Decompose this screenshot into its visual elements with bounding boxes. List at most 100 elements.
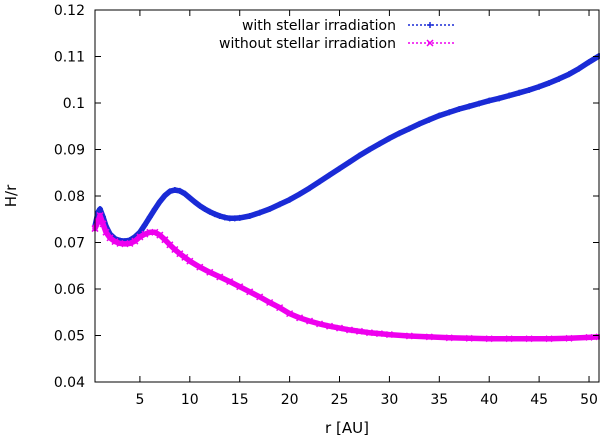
data-point <box>126 239 134 247</box>
x-axis: 5 10 15 20 25 30 35 40 45 50 <box>135 10 598 408</box>
data-point <box>201 206 208 213</box>
data-point <box>365 329 373 337</box>
data-point <box>356 152 363 159</box>
y-axis: 0.04 0.05 0.06 0.07 0.08 0.09 0.1 0.11 0.12 <box>54 3 599 391</box>
data-point <box>99 220 107 228</box>
data-point <box>545 335 553 343</box>
data-point <box>206 208 213 215</box>
data-point <box>246 288 254 296</box>
data-point <box>465 334 473 342</box>
y-tick-label: 0.08 <box>54 189 85 205</box>
data-point <box>346 159 353 166</box>
data-point <box>181 190 188 197</box>
data-point <box>466 103 473 110</box>
data-point <box>306 185 313 192</box>
data-point <box>525 335 533 343</box>
data-point <box>96 206 103 213</box>
data-point <box>336 165 343 172</box>
x-tick-label: 15 <box>231 392 249 408</box>
data-point <box>266 298 274 307</box>
data-point <box>536 83 543 90</box>
data-point <box>405 332 413 340</box>
data-point <box>586 59 593 66</box>
y-tick-label: 0.1 <box>63 96 85 112</box>
x-tick-label: 50 <box>580 392 598 408</box>
x-tick-label: 10 <box>181 392 199 408</box>
data-point <box>276 304 284 312</box>
y-tick-label: 0.04 <box>54 375 85 391</box>
data-point <box>141 230 149 238</box>
plot-frame <box>94 9 600 383</box>
data-point <box>326 322 334 330</box>
legend: with stellar irradiation without stellar… <box>219 18 456 52</box>
data-point <box>376 140 383 147</box>
data-point <box>506 92 513 99</box>
data-point <box>576 65 583 72</box>
legend-marker-plus <box>427 22 433 28</box>
x-tick-label: 30 <box>381 392 399 408</box>
data-point <box>516 89 523 96</box>
data-point <box>286 196 293 203</box>
data-point <box>316 320 324 328</box>
data-point <box>326 172 333 179</box>
x-tick-label: 20 <box>281 392 299 408</box>
data-point <box>386 135 393 142</box>
data-point <box>151 228 159 236</box>
y-tick-label: 0.05 <box>54 329 85 345</box>
data-point <box>161 236 169 244</box>
data-point <box>216 273 224 281</box>
data-point <box>166 188 173 195</box>
data-point <box>191 199 198 206</box>
data-point <box>221 214 228 221</box>
data-point <box>176 250 184 258</box>
data-point <box>445 334 453 342</box>
data-point <box>556 75 563 82</box>
data-point <box>94 218 102 226</box>
data-point <box>196 202 203 209</box>
data-point <box>565 334 573 342</box>
data-point <box>436 112 443 119</box>
data-point <box>446 109 453 116</box>
x-tick-label: 45 <box>530 392 548 408</box>
data-point <box>426 116 433 123</box>
y-tick-label: 0.09 <box>54 143 85 159</box>
data-point <box>181 253 189 261</box>
data-point <box>96 211 104 220</box>
data-point <box>276 201 283 208</box>
legend-label-with-irradiation: with stellar irradiation <box>242 18 396 34</box>
data-point <box>211 211 218 218</box>
data-point <box>136 233 144 241</box>
data-point <box>286 310 294 318</box>
data-point <box>161 192 168 199</box>
data-point <box>106 234 114 242</box>
data-point <box>206 268 214 276</box>
legend-label-without-irradiation: without stellar irradiation <box>219 36 396 52</box>
data-point <box>485 335 493 343</box>
data-point <box>416 120 423 127</box>
data-point <box>296 191 303 198</box>
data-point <box>186 194 193 201</box>
data-point <box>476 100 483 107</box>
y-tick-label: 0.07 <box>54 236 85 252</box>
data-point <box>385 331 393 339</box>
data-point <box>256 293 264 301</box>
data-point <box>585 333 593 341</box>
data-point <box>456 106 463 113</box>
data-point <box>526 86 533 93</box>
data-point <box>306 317 314 325</box>
data-point <box>406 125 413 132</box>
x-axis-label: r [AU] <box>325 419 369 437</box>
data-point <box>496 95 503 102</box>
y-tick-label: 0.11 <box>54 50 85 66</box>
x-tick-label: 40 <box>480 392 498 408</box>
data-point <box>216 212 223 219</box>
y-tick-label: 0.06 <box>54 282 85 298</box>
x-tick-label: 25 <box>331 392 349 408</box>
data-point <box>236 214 243 221</box>
data-point <box>345 326 354 334</box>
data-point <box>335 324 344 332</box>
data-point <box>316 178 323 185</box>
data-point <box>176 187 183 194</box>
data-point <box>146 213 153 220</box>
